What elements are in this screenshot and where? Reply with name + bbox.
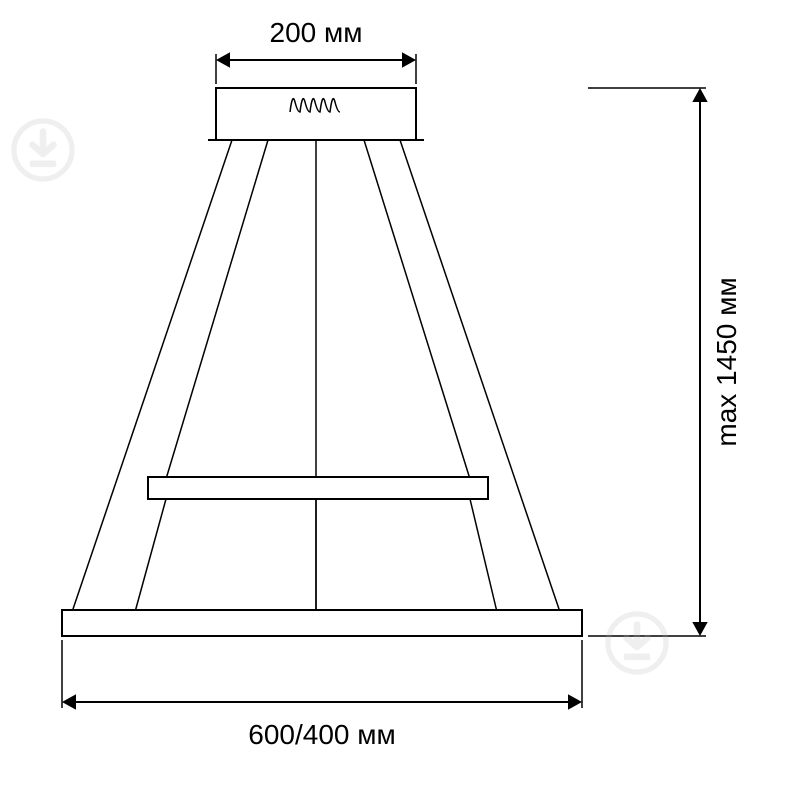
suspension-cable	[166, 140, 268, 479]
suspension-cable	[72, 140, 232, 612]
ring-upper	[148, 477, 488, 499]
canopy-box	[216, 88, 416, 140]
dim-label-right: max 1450 мм	[711, 277, 742, 446]
pendant-light-diagram: 200 мм 600/400 мм max 1450 мм	[0, 0, 799, 796]
suspension-cable	[135, 499, 166, 612]
arrow-head	[568, 694, 582, 709]
arrow-head	[692, 88, 707, 102]
suspension-cable	[470, 499, 497, 612]
arrow-head	[692, 622, 707, 636]
dim-label-bottom: 600/400 мм	[248, 719, 396, 750]
dim-label-top: 200 мм	[270, 17, 363, 48]
canopy-spring-icon	[290, 99, 340, 112]
arrow-head	[216, 52, 230, 67]
ring-lower	[62, 610, 582, 636]
arrow-head	[402, 52, 416, 67]
arrow-head	[62, 694, 76, 709]
